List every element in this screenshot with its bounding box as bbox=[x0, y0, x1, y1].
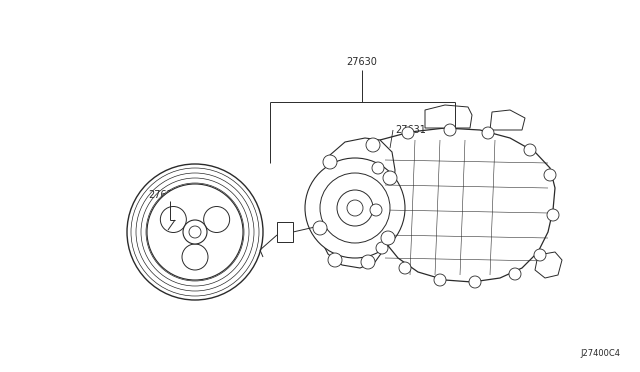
Circle shape bbox=[509, 268, 521, 280]
Circle shape bbox=[434, 274, 446, 286]
Circle shape bbox=[402, 127, 414, 139]
Polygon shape bbox=[535, 252, 562, 278]
Circle shape bbox=[127, 164, 263, 300]
Circle shape bbox=[524, 144, 536, 156]
Circle shape bbox=[376, 242, 388, 254]
Polygon shape bbox=[318, 138, 395, 268]
Circle shape bbox=[534, 249, 546, 261]
Circle shape bbox=[347, 200, 363, 216]
Text: 27633: 27633 bbox=[148, 190, 179, 200]
Circle shape bbox=[328, 253, 342, 267]
Circle shape bbox=[399, 262, 411, 274]
Circle shape bbox=[183, 220, 207, 244]
Circle shape bbox=[337, 190, 373, 226]
Circle shape bbox=[544, 169, 556, 181]
Circle shape bbox=[147, 184, 243, 280]
Circle shape bbox=[381, 231, 395, 245]
Circle shape bbox=[482, 127, 494, 139]
Circle shape bbox=[320, 173, 390, 243]
Polygon shape bbox=[425, 105, 472, 128]
Circle shape bbox=[372, 162, 384, 174]
Circle shape bbox=[182, 244, 208, 270]
Bar bbox=[277, 222, 293, 242]
Circle shape bbox=[383, 171, 397, 185]
Circle shape bbox=[305, 158, 405, 258]
Text: J27400C4: J27400C4 bbox=[580, 349, 620, 358]
Circle shape bbox=[161, 206, 186, 232]
Circle shape bbox=[366, 138, 380, 152]
Circle shape bbox=[444, 124, 456, 136]
Text: 27630: 27630 bbox=[347, 57, 378, 67]
Circle shape bbox=[323, 155, 337, 169]
Circle shape bbox=[204, 206, 230, 232]
Circle shape bbox=[469, 276, 481, 288]
Polygon shape bbox=[490, 110, 525, 130]
Polygon shape bbox=[375, 128, 555, 282]
Circle shape bbox=[189, 226, 201, 238]
Circle shape bbox=[361, 255, 375, 269]
Text: 27631: 27631 bbox=[395, 125, 426, 135]
Circle shape bbox=[370, 204, 382, 216]
Circle shape bbox=[313, 221, 327, 235]
Circle shape bbox=[547, 209, 559, 221]
